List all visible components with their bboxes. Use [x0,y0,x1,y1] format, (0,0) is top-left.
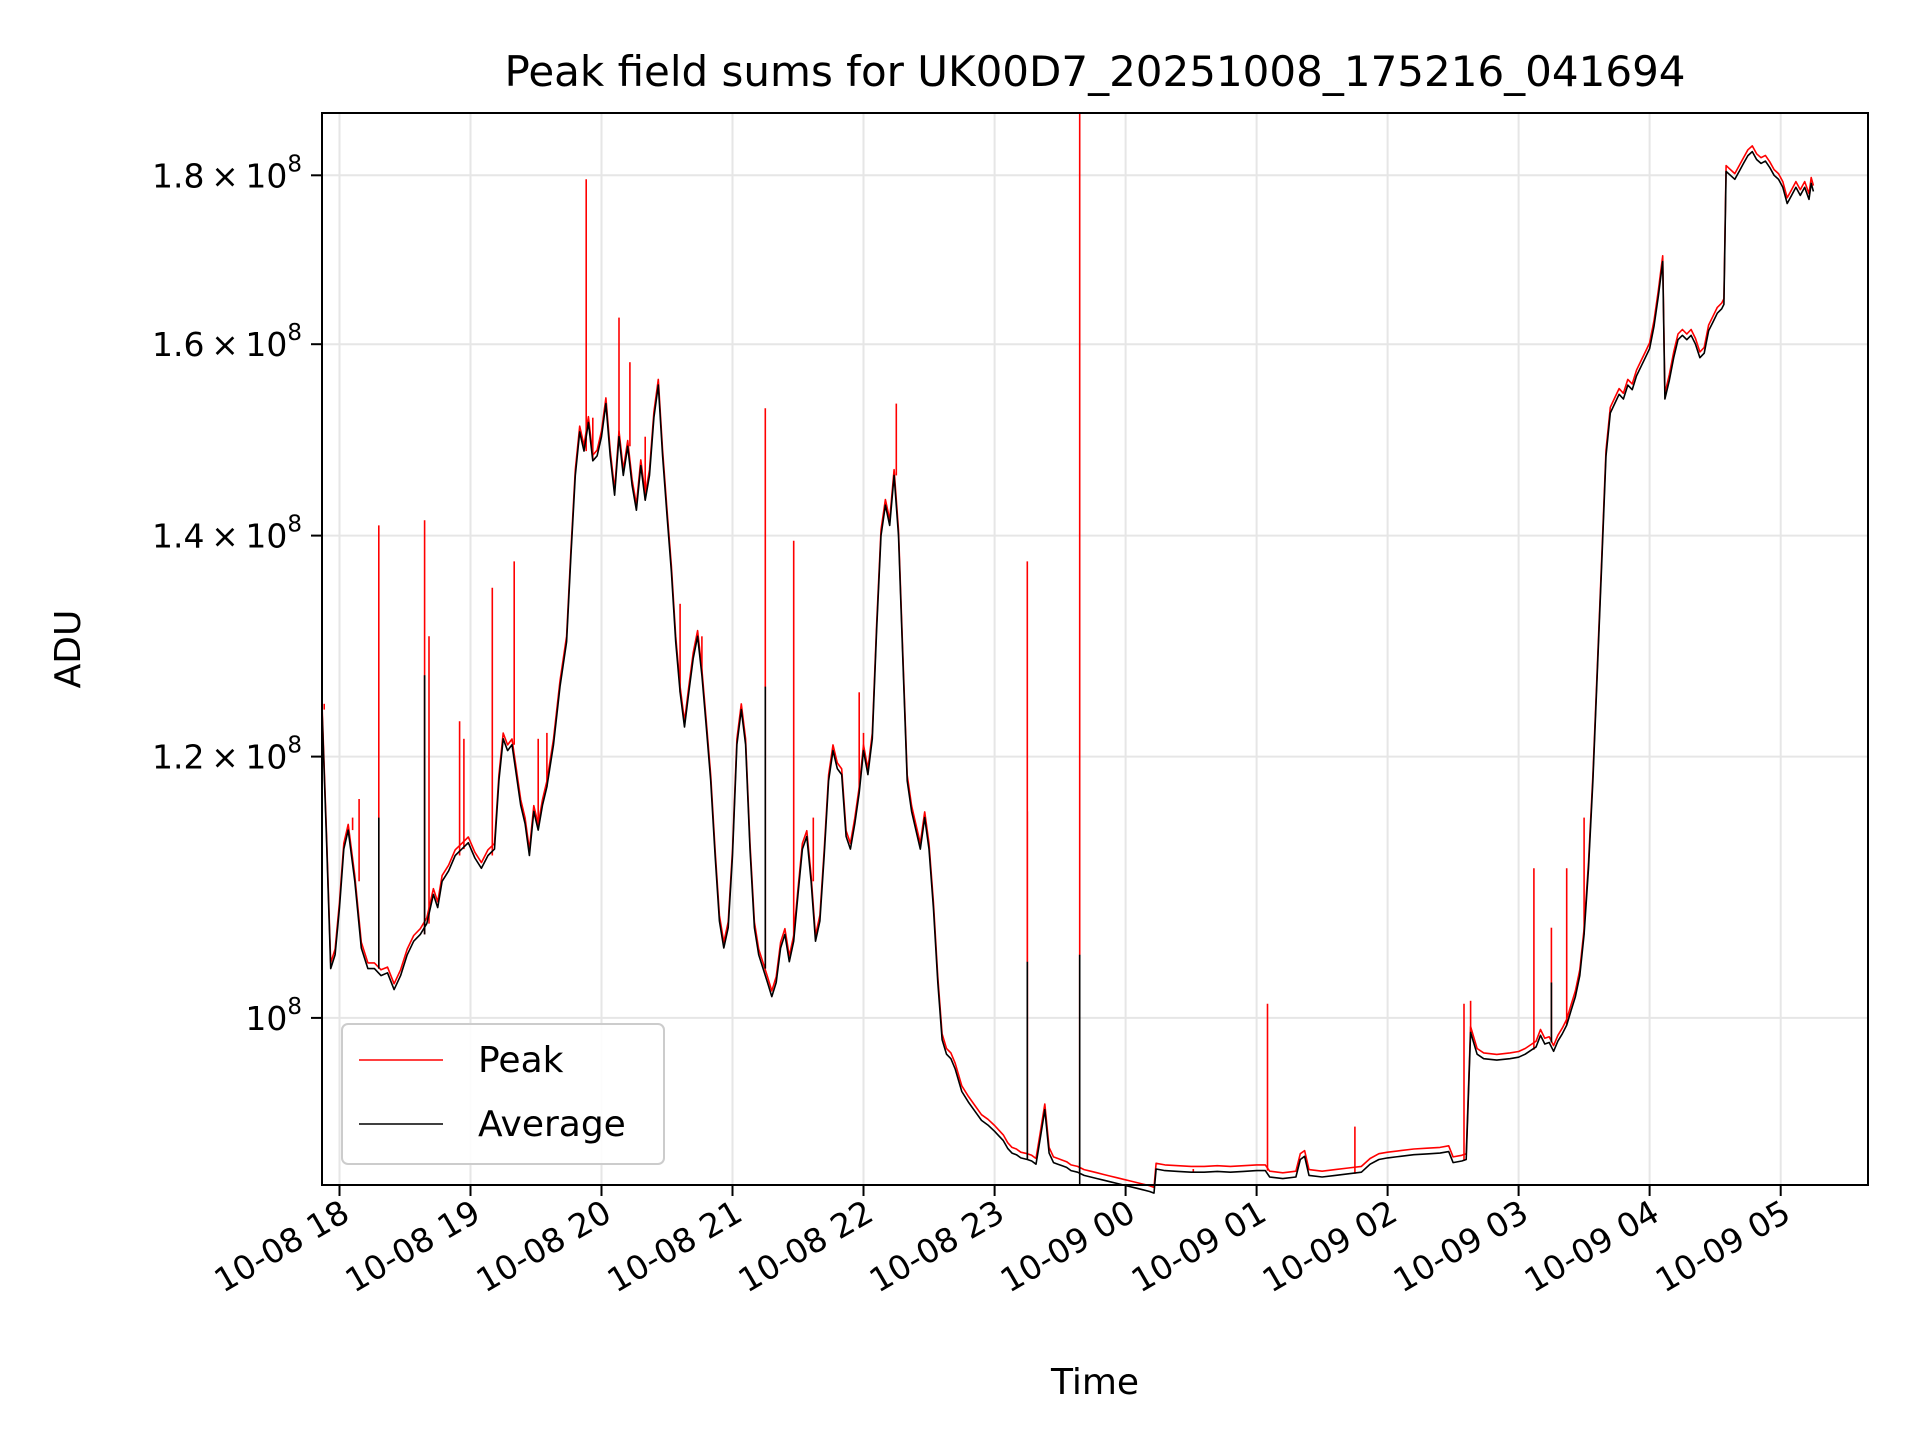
grid-lines [322,113,1868,1185]
legend: Peak Average [341,1023,665,1165]
average-series-line [321,150,1815,1194]
legend-box [341,1023,665,1165]
y-axis-label: ADU [48,610,89,689]
axes-frame [321,112,1869,1186]
legend-label-peak: Peak [478,1040,564,1081]
y-tick-label: 1.2 × 108 [152,733,302,777]
chart-title: Peak field sums for UK00D7_20251008_1752… [504,47,1685,96]
plot-area [321,113,1815,1194]
y-tick-label: 1.8 × 108 [152,151,302,195]
x-axis-label: Time [1050,1362,1139,1403]
y-tick-label: 1.4 × 108 [152,512,302,556]
y-tick-label: 108 [245,994,302,1038]
y-axis: 108 1.2 × 108 1.4 × 108 1.6 × 108 1.8 × 108 [152,151,322,1038]
y-tick-label: 1.6 × 108 [152,320,302,364]
legend-label-average: Average [478,1104,626,1145]
